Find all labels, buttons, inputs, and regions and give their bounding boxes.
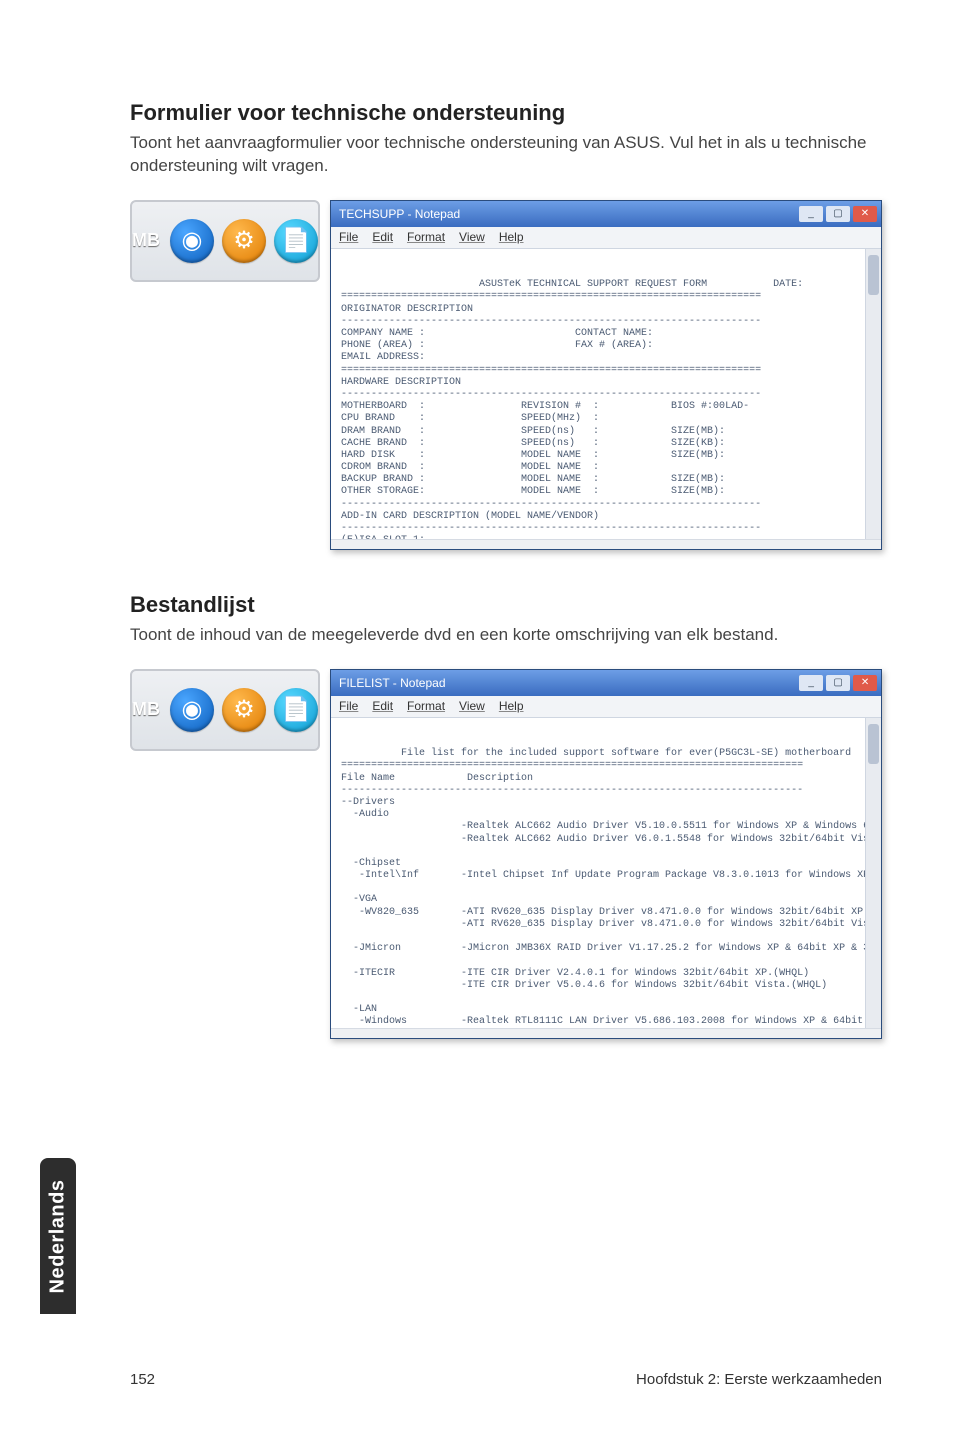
menu-view-2[interactable]: View [459,699,485,713]
window-buttons-2: _ ▢ ✕ [799,675,877,691]
menu-format-2[interactable]: Format [407,699,445,713]
language-tab-label: Nederlands [47,1179,70,1293]
section2-sub: Toont de inhoud van de meegeleverde dvd … [130,624,882,647]
status-bar-2 [331,1028,881,1038]
scrollbar-thumb-2[interactable] [868,724,879,764]
window-buttons: _ ▢ ✕ [799,206,877,222]
menu-format[interactable]: Format [407,230,445,244]
menu-edit[interactable]: Edit [372,230,393,244]
gear-icon-2: ⚙ [222,688,266,732]
window-menu: File Edit Format View Help [331,227,881,249]
window-menu-2: File Edit Format View Help [331,696,881,718]
notepad-body[interactable]: ASUSTeK TECHNICAL SUPPORT REQUEST FORM D… [331,249,881,539]
menu-help-2[interactable]: Help [499,699,524,713]
minimize-button-2[interactable]: _ [799,675,823,691]
mb-logo-box: MB ◉ ⚙ 📄 [130,200,320,282]
doc-icon: 📄 [274,219,318,263]
section2-heading: Bestandlijst [130,592,882,618]
minimize-button[interactable]: _ [799,206,823,222]
doc-icon-2: 📄 [274,688,318,732]
notepad-techsupp: TECHSUPP - Notepad _ ▢ ✕ File Edit Forma… [330,200,882,550]
disc-icon-2: ◉ [170,688,214,732]
menu-help[interactable]: Help [499,230,524,244]
close-button[interactable]: ✕ [853,206,877,222]
window-title-2: FILELIST - Notepad [339,676,446,690]
mb-logo-box-2: MB ◉ ⚙ 📄 [130,669,320,751]
menu-edit-2[interactable]: Edit [372,699,393,713]
menu-file-2[interactable]: File [339,699,358,713]
window-titlebar-2: FILELIST - Notepad _ ▢ ✕ [331,670,881,696]
notepad-body-2[interactable]: File list for the included support softw… [331,718,881,1028]
section1-sub: Toont het aanvraagformulier voor technis… [130,132,882,178]
status-bar [331,539,881,549]
disc-icon: ◉ [170,219,214,263]
mb-label-2: MB [132,699,160,720]
notepad-text-2: File list for the included support softw… [341,748,875,1028]
scrollbar-2[interactable] [865,718,881,1028]
notepad-filelist: FILELIST - Notepad _ ▢ ✕ File Edit Forma… [330,669,882,1039]
screenshot-row-2: MB ◉ ⚙ 📄 FILELIST - Notepad _ ▢ ✕ File E… [130,669,882,1039]
menu-file[interactable]: File [339,230,358,244]
scrollbar[interactable] [865,249,881,539]
language-tab: Nederlands [40,1158,76,1314]
window-title: TECHSUPP - Notepad [339,207,460,221]
chapter-label: Hoofdstuk 2: Eerste werkzaamheden [636,1371,882,1388]
screenshot-row-1: MB ◉ ⚙ 📄 TECHSUPP - Notepad _ ▢ ✕ File E… [130,200,882,550]
maximize-button-2[interactable]: ▢ [826,675,850,691]
page: Nederlands Formulier voor technische ond… [0,0,954,1438]
gear-icon: ⚙ [222,219,266,263]
maximize-button[interactable]: ▢ [826,206,850,222]
close-button-2[interactable]: ✕ [853,675,877,691]
page-number: 152 [130,1371,155,1388]
menu-view[interactable]: View [459,230,485,244]
mb-label: MB [132,230,160,251]
notepad-text: ASUSTeK TECHNICAL SUPPORT REQUEST FORM D… [341,279,803,539]
window-titlebar: TECHSUPP - Notepad _ ▢ ✕ [331,201,881,227]
section1-heading: Formulier voor technische ondersteuning [130,100,882,126]
scrollbar-thumb[interactable] [868,255,879,295]
content-area: Formulier voor technische ondersteuning … [130,100,882,1081]
page-footer: 152 Hoofdstuk 2: Eerste werkzaamheden [130,1371,882,1388]
